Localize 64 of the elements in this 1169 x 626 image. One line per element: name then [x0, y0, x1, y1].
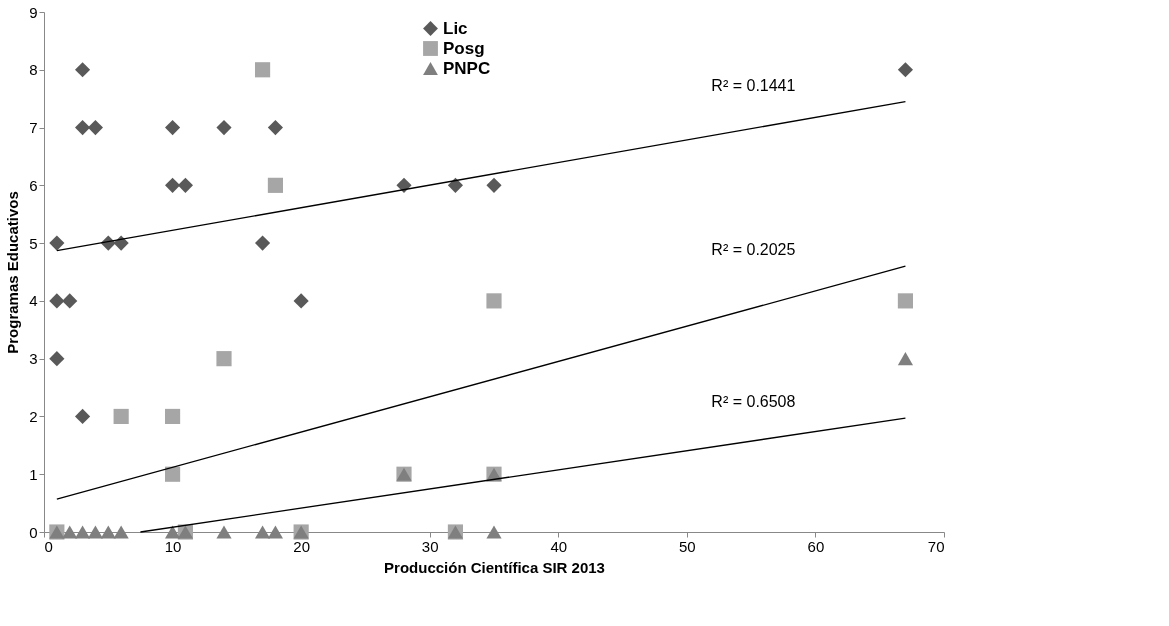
- x-tick-label: 40: [550, 537, 568, 555]
- point: [164, 466, 181, 482]
- x-tick-label: 30: [421, 537, 439, 555]
- point: [164, 177, 181, 193]
- point: [216, 119, 232, 136]
- y-tick-label: 2: [29, 407, 38, 425]
- annotation: R² = 0.2025: [711, 241, 796, 259]
- point: [254, 525, 271, 539]
- y-tick-label: 6: [29, 176, 38, 194]
- x-tick-label: 70: [927, 537, 945, 555]
- point: [897, 293, 914, 309]
- point: [49, 235, 65, 251]
- y-axis-title: Programas Educativos: [4, 191, 22, 354]
- point: [62, 525, 78, 539]
- point: [74, 62, 91, 78]
- y-tick-label: 3: [29, 350, 38, 368]
- point: [396, 177, 412, 193]
- point: [267, 177, 284, 193]
- point: [87, 119, 104, 136]
- point: [113, 525, 129, 539]
- x-tick-label: 60: [807, 537, 825, 555]
- x-tick-label: 0: [44, 537, 53, 555]
- annotation: R² = 0.6508: [711, 393, 796, 411]
- annotation: R² = 0.1441: [711, 76, 796, 94]
- point: [177, 177, 194, 193]
- point: [164, 408, 181, 425]
- point: [87, 525, 104, 539]
- point: [267, 525, 284, 539]
- legend-label: Lic: [443, 18, 468, 38]
- point: [897, 62, 914, 78]
- point: [49, 351, 65, 367]
- point: [293, 293, 309, 309]
- point: [486, 293, 502, 309]
- point: [254, 62, 271, 78]
- y-tick-label: 7: [29, 119, 38, 137]
- point: [49, 293, 65, 309]
- point: [216, 351, 232, 367]
- x-tick-label: 20: [293, 537, 310, 555]
- y-tick-label: 9: [29, 3, 38, 21]
- point: [267, 119, 284, 136]
- y-tick-label: 5: [29, 234, 38, 252]
- legend-label: PNPC: [443, 58, 491, 78]
- point: [100, 525, 116, 539]
- point: [486, 525, 502, 539]
- point: [113, 408, 129, 425]
- point: [164, 119, 181, 136]
- point: [74, 525, 91, 539]
- point: [74, 408, 91, 425]
- point: [216, 525, 232, 539]
- point: [897, 352, 914, 366]
- point: [74, 119, 91, 136]
- point: [254, 235, 271, 251]
- x-tick-label: 50: [679, 537, 696, 555]
- x-axis-title: Producción Científica SIR 2013: [384, 558, 605, 576]
- point: [62, 293, 78, 309]
- y-tick-label: 1: [29, 465, 38, 483]
- point: [164, 525, 181, 539]
- x-tick-label: 10: [164, 537, 182, 555]
- y-tick-label: 4: [29, 292, 38, 310]
- point: [486, 177, 502, 193]
- y-tick-label: 8: [29, 61, 38, 79]
- y-tick-label: 0: [29, 523, 38, 541]
- point: [447, 177, 464, 193]
- legend-label: Posg: [443, 38, 485, 58]
